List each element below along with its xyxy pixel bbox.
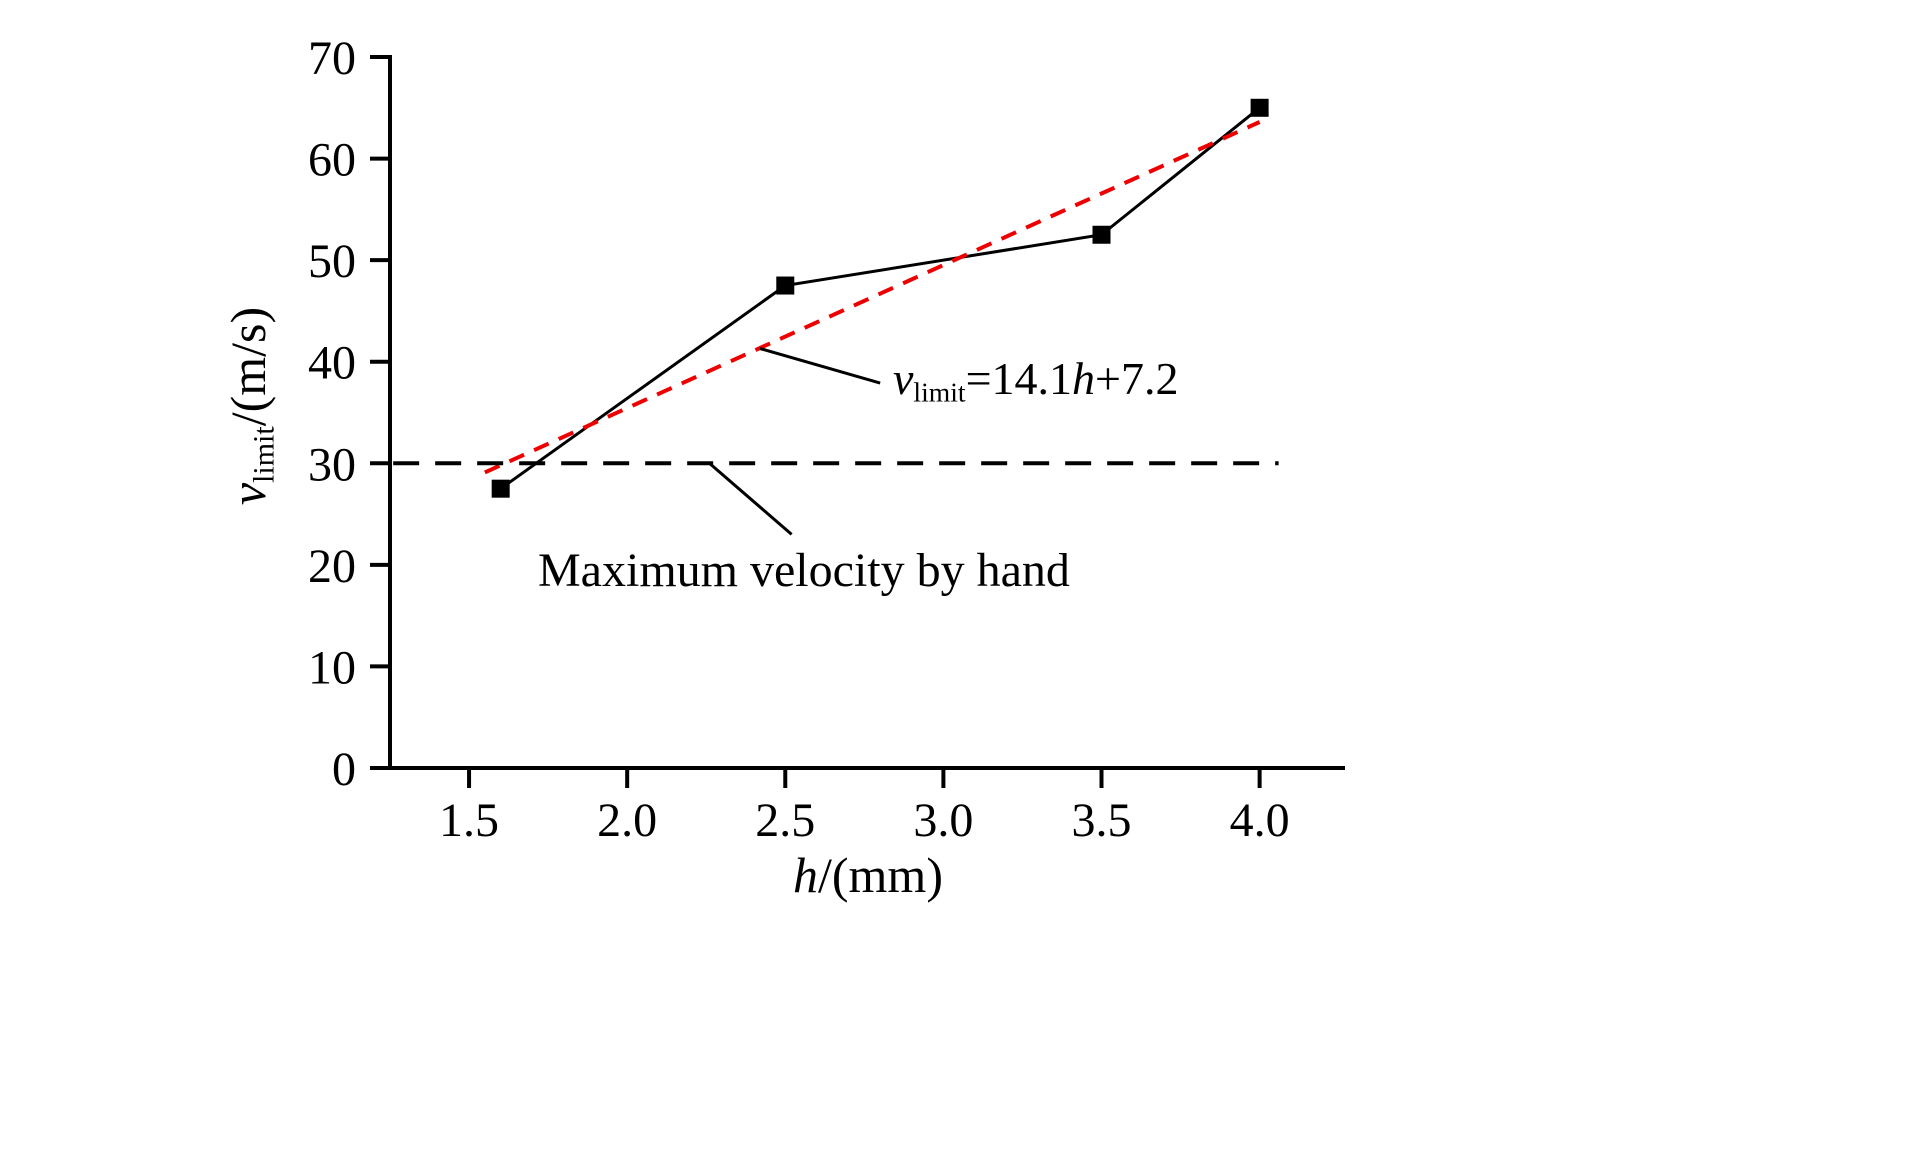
- data-point-marker: [491, 479, 510, 498]
- axes: [370, 55, 1345, 788]
- y-tick-label: 50: [308, 235, 356, 288]
- x-axis-title: h/(mm): [668, 846, 1068, 904]
- x-tick-label: 4.0: [1230, 794, 1290, 847]
- data-point-marker: [1092, 225, 1111, 244]
- text-part: limit: [247, 426, 281, 483]
- y-tick-label: 30: [308, 438, 356, 491]
- hand-limit-label: Maximum velocity by hand: [538, 543, 1070, 598]
- x-tick-label: 1.5: [439, 794, 499, 847]
- series-measured-vlimit: [491, 98, 1269, 498]
- fit-equation-label: vlimit=14.1h+7.2: [893, 352, 1178, 409]
- series-line: [484, 120, 1261, 475]
- y-tick-label: 0: [332, 743, 356, 796]
- tick-labels: 1.5 2.0 2.5 3.0 3.5 4.0 0 10 20 30 40 50 60 70: [308, 32, 1290, 847]
- x-tick-label: 3.0: [913, 794, 973, 847]
- fit-equation-label-leader-line: [759, 347, 881, 385]
- y-tick-label: 20: [308, 540, 356, 593]
- text-part: +7.2: [1095, 353, 1179, 404]
- data-point-marker: [776, 276, 795, 295]
- text-part: /(mm): [818, 847, 943, 903]
- text-part: h: [1072, 353, 1096, 404]
- series-line: [499, 106, 1261, 490]
- y-tick-label: 70: [308, 32, 356, 85]
- text-part: Maximum velocity by hand: [538, 544, 1070, 597]
- series-linear-fit: [484, 120, 1261, 475]
- text-part: /(m/s): [220, 306, 276, 427]
- x-tick-label: 3.5: [1072, 794, 1132, 847]
- x-tick-label: 2.0: [597, 794, 657, 847]
- x-tick-label: 2.5: [755, 794, 815, 847]
- y-tick-label: 10: [308, 641, 356, 694]
- text-part: h: [793, 847, 818, 903]
- hand-limit-label-leader-line: [708, 462, 793, 536]
- data-point-marker: [1250, 98, 1269, 117]
- y-axis-title: vlimit/(m/s): [217, 156, 281, 656]
- text-part: limit: [913, 376, 966, 408]
- text-part: v: [893, 353, 914, 404]
- y-tick-label: 40: [308, 337, 356, 390]
- text-part: v: [220, 482, 276, 506]
- y-tick-label: 60: [308, 134, 356, 187]
- text-part: =14.1: [965, 353, 1073, 404]
